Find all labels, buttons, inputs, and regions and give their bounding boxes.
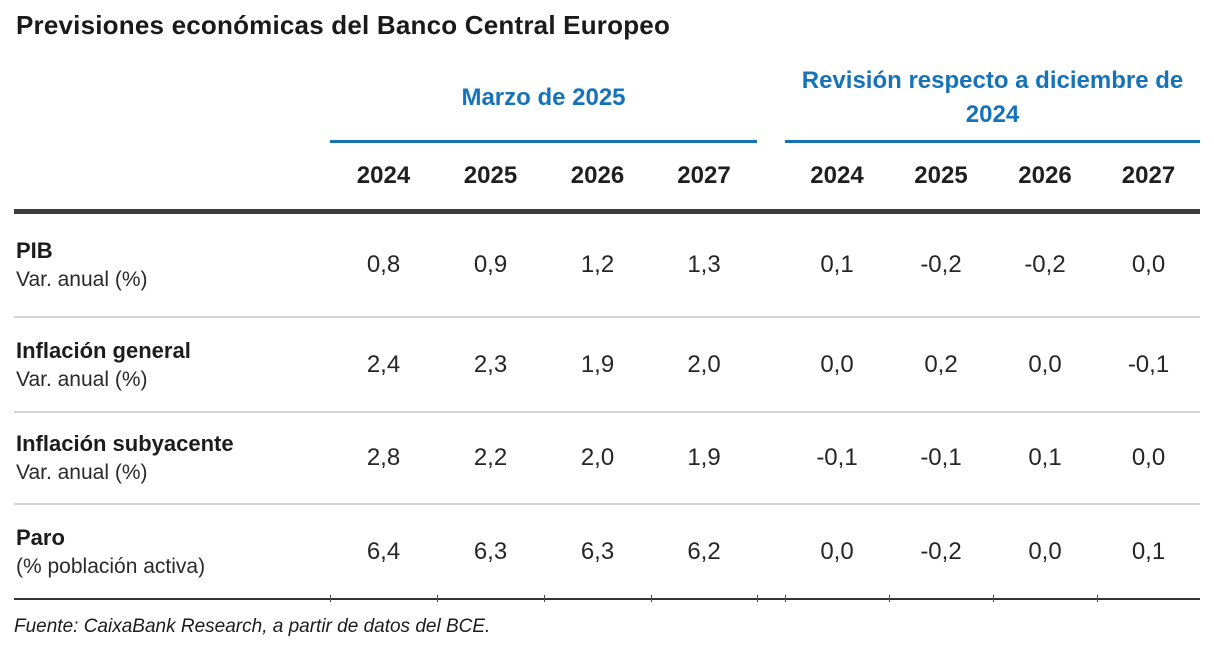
value-infsub-marzo-2027: 1,9: [687, 444, 721, 471]
value-paro-marzo-2027: 6,2: [687, 537, 721, 565]
bottom-rule-tick: [651, 595, 652, 602]
value-paro-marzo-2025: 6,3: [473, 537, 508, 565]
bottom-rule-tick: [330, 595, 331, 602]
group-gap: [757, 413, 785, 503]
row-name: Inflación general: [16, 337, 191, 363]
value-pib-revision-2027: 0,0: [1131, 251, 1166, 278]
column-group-marzo-2025: Marzo de 2025: [330, 55, 757, 143]
row-unit: Var. anual (%): [16, 367, 148, 391]
bottom-rule-tick: [993, 595, 994, 602]
value-infgen-revision-2026: 0,0: [1028, 350, 1062, 378]
year-header-marzo-2025: 2025: [463, 162, 518, 189]
year-header-marzo-2024: 2024: [356, 162, 411, 189]
value-infsub-revision-2026: 0,1: [1028, 444, 1062, 471]
value-paro-revision-2024: 0,0: [820, 537, 854, 565]
row-label-cell: Inflación general Var. anual (%): [14, 318, 330, 411]
value-infgen-revision-2025: 0,2: [924, 350, 958, 378]
table-body: PIB Var. anual (%) 0,8 0,9 1,2 1,3 0,1 -…: [14, 209, 1200, 600]
year-header-revision-2026: 2026: [1018, 162, 1072, 189]
page-title: Previsiones económicas del Banco Central…: [16, 10, 671, 40]
bottom-rule-tick: [757, 595, 758, 602]
value-pib-marzo-2025: 0,9: [473, 251, 508, 278]
value-pib-marzo-2024: 0,8: [366, 251, 401, 278]
year-header-spacer: [14, 143, 330, 209]
value-infgen-marzo-2027: 2,0: [687, 350, 721, 378]
row-name: Paro: [16, 524, 65, 550]
year-header-row: 2024 2025 2026 2027 2024 2025 2026 2027: [14, 143, 1200, 209]
value-pib-revision-2026: -0,2: [1024, 251, 1066, 278]
bottom-rule-tick: [437, 595, 438, 602]
value-infsub-revision-2025: -0,1: [920, 444, 962, 471]
bottom-rule-tick: [544, 595, 545, 602]
value-infgen-marzo-2025: 2,3: [473, 350, 508, 378]
row-unit: (% población activa): [16, 554, 206, 578]
row-label-cell: Paro (% población activa): [14, 505, 330, 598]
value-paro-marzo-2024: 6,4: [366, 537, 401, 565]
value-infsub-marzo-2025: 2,2: [473, 444, 508, 471]
table-row-pib: PIB Var. anual (%) 0,8 0,9 1,2 1,3 0,1 -…: [14, 214, 1200, 318]
row-label-cell: PIB Var. anual (%): [14, 214, 330, 316]
forecast-table: Marzo de 2025 Revisión respecto a diciem…: [14, 55, 1200, 600]
bottom-rule-tick: [889, 595, 890, 602]
value-infsub-marzo-2024: 2,8: [366, 444, 401, 471]
table-row-inflacion-subyacente: Inflación subyacente Var. anual (%) 2,8 …: [14, 413, 1200, 505]
value-infgen-marzo-2024: 2,4: [366, 350, 401, 378]
source-note: Fuente: CaixaBank Research, a partir de …: [14, 616, 491, 637]
value-infgen-marzo-2026: 1,9: [580, 350, 615, 378]
year-header-revision-2025: 2025: [914, 162, 968, 189]
value-pib-revision-2024: 0,1: [820, 251, 854, 278]
year-header-revision-2024: 2024: [810, 162, 864, 189]
value-paro-revision-2025: -0,2: [920, 537, 962, 565]
table-row-paro: Paro (% población activa) 6,4 6,3 6,3 6,…: [14, 505, 1200, 600]
row-name: Inflación subyacente: [16, 431, 234, 456]
value-infsub-revision-2024: -0,1: [816, 444, 858, 471]
value-infsub-revision-2027: 0,0: [1131, 444, 1166, 471]
bottom-rule-tick: [1097, 595, 1098, 602]
value-paro-revision-2026: 0,0: [1028, 537, 1062, 565]
value-infgen-revision-2024: 0,0: [820, 350, 854, 378]
column-group-header-row: Marzo de 2025 Revisión respecto a diciem…: [14, 55, 1200, 143]
value-pib-marzo-2027: 1,3: [687, 251, 721, 278]
table-row-inflacion-general: Inflación general Var. anual (%) 2,4 2,3…: [14, 318, 1200, 413]
value-pib-marzo-2026: 1,2: [580, 251, 615, 278]
value-infgen-revision-2027: -0,1: [1127, 350, 1170, 378]
value-infsub-marzo-2026: 2,0: [580, 444, 615, 471]
group-gap: [757, 505, 785, 598]
group-gap: [757, 318, 785, 411]
group-gap: [757, 143, 785, 209]
bottom-rule-tick: [785, 595, 786, 602]
year-header-marzo-2026: 2026: [570, 162, 625, 189]
value-pib-revision-2025: -0,2: [920, 251, 962, 278]
group-gap: [757, 214, 785, 316]
row-label-cell: Inflación subyacente Var. anual (%): [14, 413, 330, 503]
row-unit: Var. anual (%): [16, 268, 148, 291]
row-unit: Var. anual (%): [16, 461, 148, 484]
value-paro-revision-2027: 0,1: [1131, 537, 1166, 565]
row-name: PIB: [16, 238, 53, 263]
value-paro-marzo-2026: 6,3: [580, 537, 615, 565]
year-header-revision-2027: 2027: [1121, 162, 1176, 189]
column-group-revision-dic-2024: Revisión respecto a diciembre de 2024: [785, 55, 1200, 143]
year-header-marzo-2027: 2027: [677, 162, 731, 189]
